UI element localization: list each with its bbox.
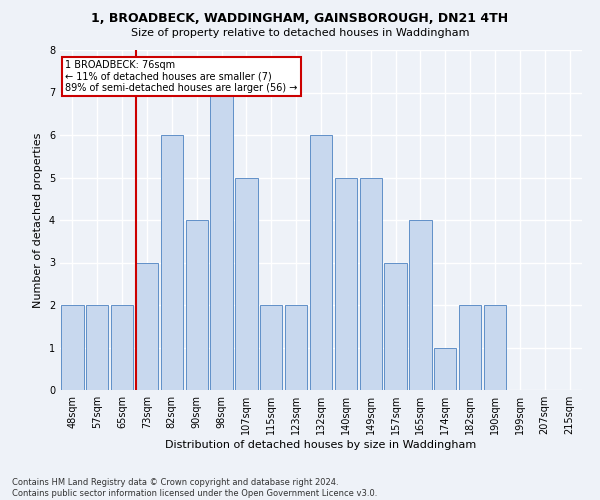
Y-axis label: Number of detached properties: Number of detached properties <box>34 132 43 308</box>
Text: 1 BROADBECK: 76sqm
← 11% of detached houses are smaller (7)
89% of semi-detached: 1 BROADBECK: 76sqm ← 11% of detached hou… <box>65 60 298 94</box>
Bar <box>484 305 506 390</box>
Bar <box>285 305 307 390</box>
Bar <box>310 135 332 390</box>
Bar <box>61 305 83 390</box>
Bar <box>260 305 283 390</box>
X-axis label: Distribution of detached houses by size in Waddingham: Distribution of detached houses by size … <box>166 440 476 450</box>
Bar <box>211 92 233 390</box>
Bar <box>235 178 257 390</box>
Bar <box>185 220 208 390</box>
Bar <box>335 178 357 390</box>
Bar <box>385 262 407 390</box>
Text: 1, BROADBECK, WADDINGHAM, GAINSBOROUGH, DN21 4TH: 1, BROADBECK, WADDINGHAM, GAINSBOROUGH, … <box>91 12 509 26</box>
Bar <box>136 262 158 390</box>
Bar <box>86 305 109 390</box>
Bar <box>111 305 133 390</box>
Bar <box>359 178 382 390</box>
Text: Size of property relative to detached houses in Waddingham: Size of property relative to detached ho… <box>131 28 469 38</box>
Bar <box>434 348 457 390</box>
Bar <box>161 135 183 390</box>
Bar <box>459 305 481 390</box>
Bar <box>409 220 431 390</box>
Text: Contains HM Land Registry data © Crown copyright and database right 2024.
Contai: Contains HM Land Registry data © Crown c… <box>12 478 377 498</box>
